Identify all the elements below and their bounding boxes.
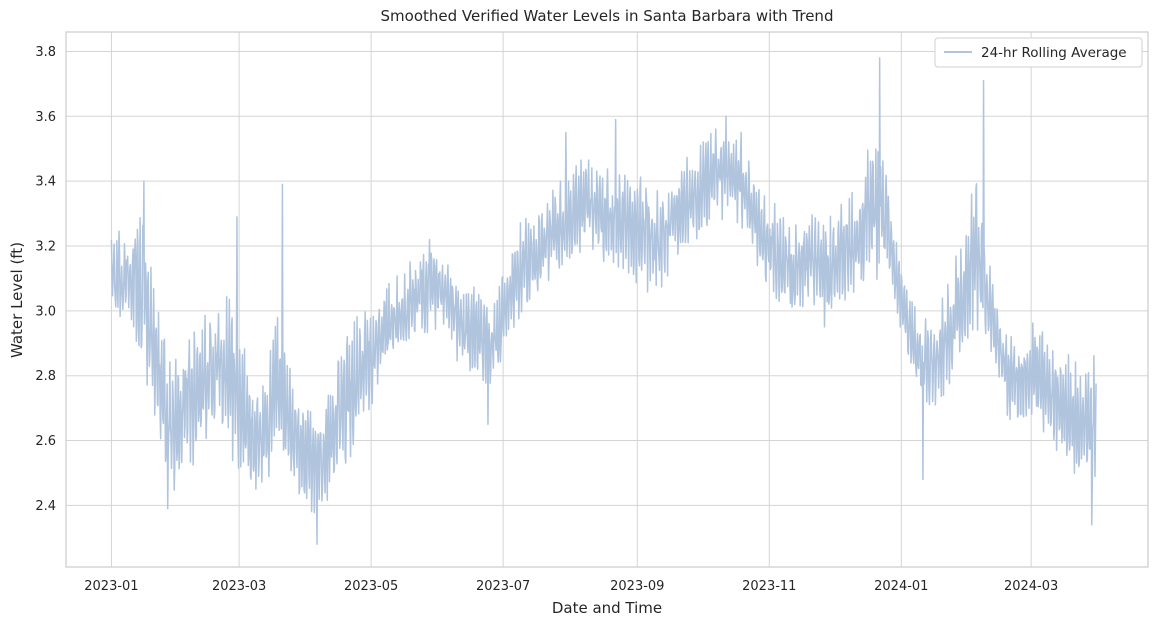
x-tick-label: 2023-03 [212,579,266,594]
y-tick-label: 2.4 [35,499,56,514]
y-axis-title: Water Level (ft) [8,242,26,358]
plot-series [110,57,1097,546]
x-tick-label: 2023-05 [344,579,398,594]
x-tick-label: 2024-01 [874,579,928,594]
x-tick-label: 2023-01 [84,579,138,594]
plot-frame [65,31,1149,568]
x-tick-label: 2023-07 [476,579,530,594]
legend-label: 24-hr Rolling Average [981,45,1127,61]
x-tick-label: 2023-09 [610,579,664,594]
tick-labels: 2.4 2.6 2.8 3.0 3.2 3.4 3.6 3.8 2023-01 2023-03 20… [35,45,1058,594]
y-tick-label: 3.6 [35,110,56,125]
legend-box [934,37,1143,68]
legend: 24-hr Rolling Average [934,37,1143,68]
y-tick-label: 3.0 [35,304,56,319]
x-tick-label: 2024-03 [1004,579,1058,594]
x-tick-label: 2023-11 [742,579,796,594]
chart-title: Smoothed Verified Water Levels in Santa … [381,7,834,25]
y-tick-label: 3.2 [35,240,56,255]
y-tick-label: 3.4 [35,175,56,190]
x-axis-title: Date and Time [552,599,662,617]
y-tick-label: 3.8 [35,45,56,60]
series-line-24hr-rolling-average [110,57,1097,546]
y-tick-label: 2.8 [35,369,56,384]
y-tick-label: 2.6 [35,434,56,449]
